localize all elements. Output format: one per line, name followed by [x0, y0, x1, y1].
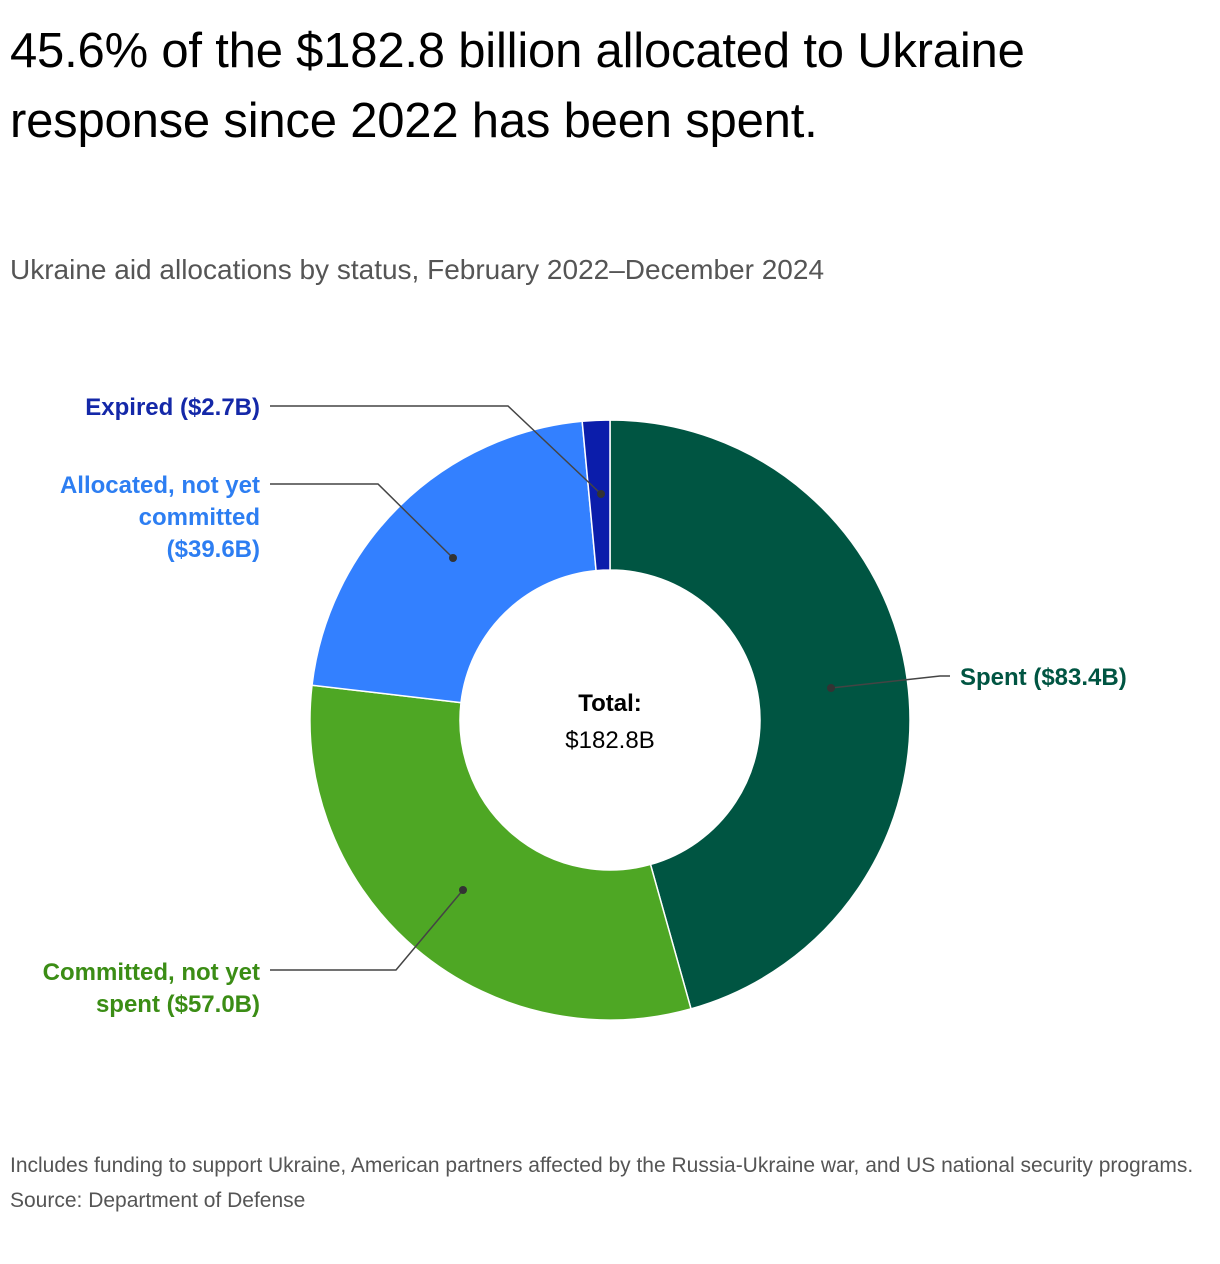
- leader-dot-expired: [597, 490, 605, 498]
- chart-subtitle: Ukraine aid allocations by status, Febru…: [10, 254, 825, 285]
- slice-spent: [609, 419, 911, 1010]
- leader-dot-allocated: [449, 554, 457, 562]
- leader-line-allocated: [270, 483, 454, 559]
- leader-line-expired: [270, 405, 602, 495]
- leader-line-committed: [270, 889, 464, 971]
- slice-label-allocated-line1: Allocated, not yet: [60, 472, 260, 499]
- donut-chart: Total: $182.8B Expired ($2.7B) Allocated…: [43, 394, 1127, 1021]
- footer-note: Includes funding to support Ukraine, Ame…: [10, 1154, 1194, 1177]
- slice-label-allocated-line3: ($39.6B): [167, 536, 260, 563]
- slice-label-allocated-line2: committed: [139, 504, 260, 531]
- slice-label-committed-line2: spent ($57.0B): [96, 991, 260, 1018]
- slice-label-committed-line1: Committed, not yet: [43, 959, 260, 986]
- center-label-total: Total:: [578, 690, 642, 717]
- chart-footer: Includes funding to support Ukraine, Ame…: [10, 1148, 1210, 1218]
- leader-line-spent: [830, 675, 950, 689]
- center-label-value: $182.8B: [565, 727, 654, 754]
- slice-allocated: [311, 420, 597, 704]
- slice-committed: [309, 684, 692, 1021]
- footer-source: Source: Department of Defense: [10, 1189, 306, 1212]
- leader-dot-committed: [459, 886, 467, 894]
- leader-lines: [270, 405, 950, 971]
- slice-label-expired: Expired ($2.7B): [85, 394, 260, 421]
- leader-dots: [449, 490, 835, 894]
- slice-expired: [581, 419, 611, 572]
- slice-label-spent: Spent ($83.4B): [960, 664, 1127, 691]
- chart-title: 45.6% of the $182.8 billion allocated to…: [10, 24, 1025, 148]
- donut-slices: [309, 419, 911, 1021]
- leader-dot-spent: [827, 684, 835, 692]
